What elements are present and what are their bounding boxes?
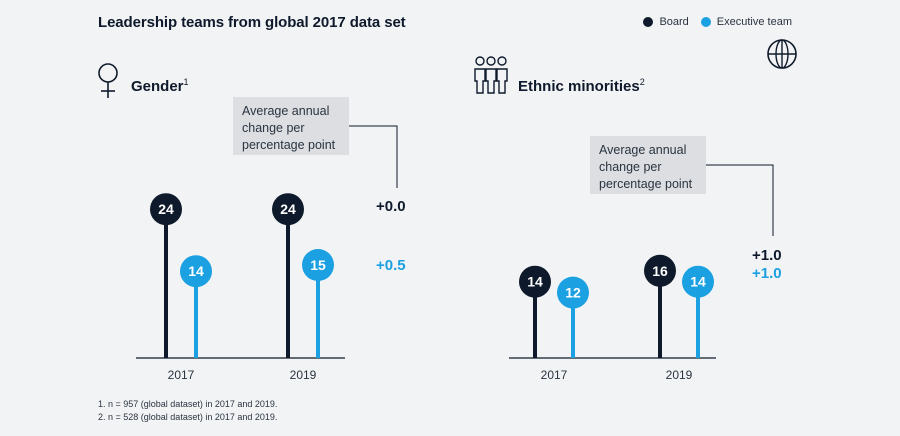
globe-icon [767, 39, 797, 69]
gender-callout-line-3: percentage point [242, 138, 336, 152]
gender-callout-line-1: Average annual [242, 104, 330, 118]
gender-executive-change: +0.5 [376, 257, 406, 274]
gender-category-label-2017: 2017 [168, 368, 195, 382]
gender-title-footnote-ref: 1 [183, 77, 189, 87]
ethnic-executive-2017-marker [557, 276, 589, 309]
ethnic-title-text: Ethnic minorities [518, 78, 640, 95]
ethnic-board-2019-marker [644, 254, 676, 287]
gender-board-2019-value-label: 24 [280, 201, 296, 217]
ethnic-title-footnote-ref: 2 [639, 77, 645, 87]
gender-callout-line-2: change per [242, 121, 305, 135]
chart-title: Leadership teams from global 2017 data s… [98, 14, 406, 31]
gender-executive-2019-marker [302, 249, 334, 281]
ethnic-callout-line-3: percentage point [599, 177, 693, 191]
ethnic-executive-change: +1.0 [752, 265, 782, 282]
group-people-icon [474, 56, 508, 94]
female-symbol-icon [98, 63, 118, 98]
gender-callout-connector [349, 125, 398, 188]
ethnic-category-label-2017: 2017 [541, 368, 568, 382]
gender-executive-2017-marker [180, 255, 212, 288]
legend-executive-label: Executive team [716, 16, 792, 28]
ethnic-executive-2019-value-label: 14 [690, 274, 706, 290]
gender-panel-title: Gender1 [131, 77, 189, 95]
ethnic-board-change: +1.0 [752, 247, 782, 264]
gender-category-label-2019: 2019 [290, 368, 317, 382]
gender-board-2017-marker [150, 193, 182, 226]
footnote-2: 2. n = 528 (global dataset) in 2017 and … [98, 412, 278, 422]
gender-board-2017-value-label: 24 [158, 201, 174, 217]
ethnic-callout-connector [706, 164, 774, 236]
ethnic-board-2019-value-label: 16 [652, 263, 668, 279]
footnotes: 1. n = 957 (global dataset) in 2017 and … [98, 398, 277, 424]
ethnic-category-label-2019: 2019 [666, 368, 693, 382]
legend-board-swatch [643, 17, 654, 27]
gender-board-change: +0.0 [376, 198, 406, 215]
ethnic-panel-title: Ethnic minorities2 [518, 77, 645, 95]
legend-board-label: Board [659, 16, 689, 28]
gender-executive-2019-value-label: 15 [310, 257, 326, 273]
gender-title-text: Gender [131, 78, 184, 95]
legend-board: Board [643, 16, 689, 28]
ethnic-callout: Average annual change per percentage poi… [590, 136, 706, 194]
gender-callout: Average annual change per percentage poi… [233, 97, 349, 155]
ethnic-callout-line-2: change per [599, 160, 662, 174]
footnote-1: 1. n = 957 (global dataset) in 2017 and … [98, 399, 278, 409]
ethnic-executive-2017-value-label: 12 [565, 285, 581, 301]
legend-executive-swatch [700, 17, 711, 27]
legend-executive: Executive team [700, 16, 792, 28]
ethnic-executive-2019-marker [682, 265, 714, 298]
ethnic-board-2017-marker [519, 265, 551, 298]
legend: Board Executive team [631, 16, 792, 28]
gender-executive-2017-value-label: 14 [188, 263, 204, 279]
ethnic-board-2017-value-label: 14 [527, 274, 543, 290]
ethnic-callout-line-1: Average annual [599, 143, 687, 157]
gender-board-2019-marker [272, 193, 304, 226]
